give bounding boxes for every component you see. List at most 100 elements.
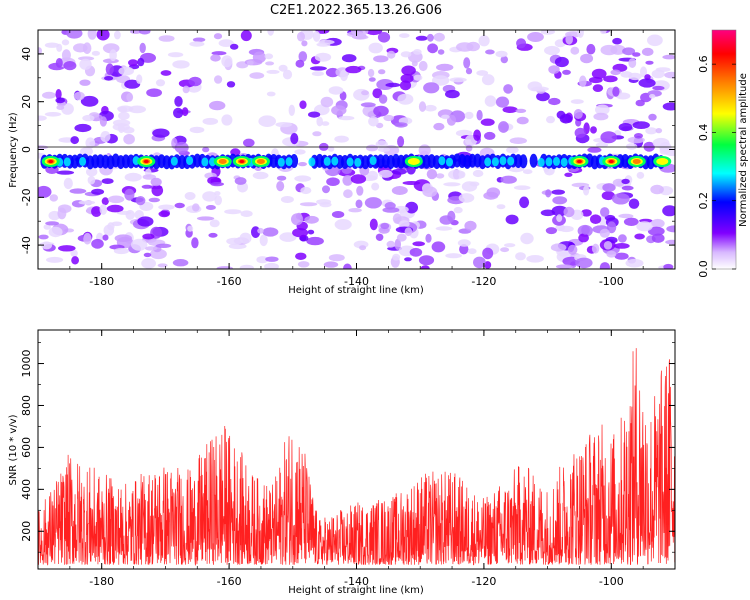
heatmap-cell [105,63,114,75]
heatmap-cell [441,114,450,120]
ridge-cell [277,157,285,167]
heatmap-cell [404,227,413,237]
heatmap-cell [157,263,168,268]
heatmap-cell [356,185,364,196]
heatmap-cell [80,147,93,156]
snr-xtick-label: -140 [344,575,369,588]
heatmap-cell [226,237,244,245]
ridge-cell [553,156,560,166]
heatmap-cell [278,64,288,72]
heatmap-cell [606,221,617,234]
heatmap-cell [506,146,519,154]
heatmap-cell [136,74,143,84]
colorbar-tick-label: 0.4 [697,124,710,142]
heatmap-cell [382,207,400,213]
heatmap-cell [309,66,327,71]
heatmap-cell [509,137,527,144]
heatmap-cell [651,233,665,243]
ridge-cell [446,157,453,167]
heatmap-cell [591,243,600,254]
heatmap-cell [587,147,602,153]
heatmap-cell [331,105,347,116]
heatmap-cell [641,47,654,57]
snr-xtick-label: -100 [599,575,624,588]
heatmap-cell [383,114,395,122]
heatmap-cell [118,111,130,120]
heatmap-cell [56,170,75,175]
heatmap-cell [611,193,630,205]
heatmap-cell [484,95,497,107]
heatmap-cell [423,82,440,94]
heatmap-cell [424,104,437,112]
heatmap-cell [114,234,132,242]
heatmap-cell [610,69,621,76]
heatmap-cell [628,72,642,81]
heatmap-cell [600,207,610,217]
heatmap-cell [350,174,367,184]
heatmap-cell [368,42,383,54]
heatmap-cell [239,264,254,269]
heatmap-cell [473,256,486,269]
heatmap-cell [426,33,434,42]
ridge-cell [529,153,538,168]
heatmap-cell [85,137,96,149]
heatmap-cell [426,169,438,180]
ridge-peak [576,159,582,164]
spectrogram-xtick-label: -100 [599,275,624,288]
heatmap-cell [612,37,622,45]
colorbar: 0.0 0.2 0.4 0.6 Normalized spectral amplitu… [697,29,749,278]
heatmap-cell [554,56,569,68]
heatmap-cell [402,181,421,185]
heatmap-cell [465,67,473,75]
heatmap-cell [174,96,183,107]
heatmap-cell [294,149,306,155]
heatmap-cell [99,116,107,127]
heatmap-cell [386,240,396,248]
heatmap-cell [142,174,156,180]
heatmap-cell [221,55,233,68]
heatmap-cell [378,227,390,234]
ridge-cell [346,157,354,167]
heatmap-cell [580,53,594,64]
heatmap-cell [412,241,426,247]
heatmap-cell [650,184,664,195]
heatmap-cell [128,59,138,67]
heatmap-cell [516,38,527,49]
heatmap-cell [141,258,157,269]
heatmap-cell [375,140,388,149]
heatmap-cell [431,75,450,86]
heatmap-cell [343,263,352,269]
heatmap-cell [375,233,384,241]
heatmap-cell [312,131,322,137]
heatmap-cell [638,78,656,88]
heatmap-cell [300,186,312,195]
ridge-cell [323,156,331,166]
heatmap-cell [473,129,481,141]
heatmap-cell [142,233,155,240]
heatmap-cell [148,197,160,203]
heatmap-cell [66,30,83,39]
heatmap-cell [230,43,239,50]
heatmap-cell [614,252,629,260]
heatmap-cell [484,261,492,269]
heatmap-cell [252,171,269,180]
spectrogram-xtick-label: -160 [217,275,242,288]
heatmap-cell [461,181,478,192]
heatmap-cell [189,126,205,134]
heatmap-cell [82,114,95,122]
heatmap-cell [371,182,380,191]
heatmap-cell [202,191,217,202]
heatmap-cell [63,177,73,190]
heatmap-cell [548,65,560,74]
heatmap-cell [586,43,596,55]
ridge-cell [369,156,377,166]
heatmap-cell [505,214,519,225]
heatmap-cell [42,91,56,99]
heatmap-cell [621,185,634,191]
heatmap-cell [55,89,62,100]
heatmap-cell [662,54,675,60]
ridge-peak [239,159,245,164]
heatmap-cell [590,126,597,134]
heatmap-cell [400,51,412,58]
heatmap-cell [69,188,87,194]
